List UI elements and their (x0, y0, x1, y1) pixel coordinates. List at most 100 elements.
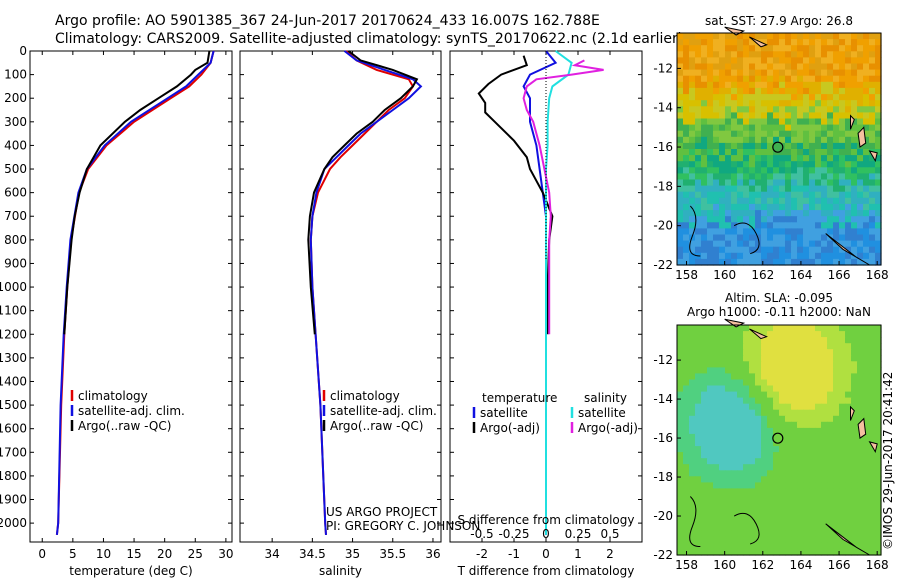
sst-map-cell (689, 240, 696, 248)
sla-map-cell (809, 343, 816, 350)
sla-map-cell (719, 548, 726, 556)
sst-map-cell (791, 112, 798, 120)
sst-map-cell (761, 234, 768, 242)
sst-map-cell (773, 94, 780, 101)
sla-map-cell (737, 355, 744, 362)
sst-map-cell (731, 161, 738, 168)
sla-map-cell (863, 373, 870, 381)
sst-map-cell (677, 45, 684, 52)
sla-map-cell (737, 421, 744, 429)
sla-map-cell (743, 349, 750, 356)
sst-map-cell (851, 106, 858, 113)
sst-map-cell (773, 155, 780, 162)
sla-map-cell (797, 464, 804, 471)
sst-map-cell (701, 33, 708, 40)
sla-map-cell (875, 355, 882, 362)
sla-map-cell (737, 476, 744, 483)
sla-map-cell (785, 506, 792, 514)
sla-map-cell (707, 518, 714, 526)
sst-map-cell (827, 222, 834, 229)
sla-map-cell (707, 433, 714, 441)
sst-map-cell (737, 240, 744, 248)
sla-map-cell (707, 337, 714, 344)
sst-map-cell (761, 210, 768, 217)
sst-map-cell (809, 252, 816, 260)
sst-map-cell (713, 228, 720, 236)
sla-map-cell (839, 482, 846, 490)
sst-map-cell (785, 240, 792, 248)
sla-map-cell (857, 337, 864, 344)
sla-map-cell (725, 433, 732, 441)
sst-map-cell (863, 216, 870, 223)
sst-map-cell (821, 51, 828, 58)
sst-map-cell (761, 173, 768, 181)
sla-map-cell (821, 542, 828, 550)
sst-map-cell (845, 179, 852, 187)
sla-map-cell (755, 379, 762, 387)
sst-map-cell (779, 252, 786, 260)
sst-map-cell (749, 63, 756, 71)
sst-map-cell (761, 222, 768, 229)
sla-map-cell (689, 488, 696, 496)
sla-map-cell (833, 530, 840, 538)
sla-map-cell (767, 385, 774, 393)
sla-map-cell (683, 337, 690, 344)
sla-map-cell (833, 403, 840, 411)
sla-map-cell (743, 421, 750, 429)
sst-map-cell (677, 210, 684, 217)
sla-map-cell (851, 458, 858, 465)
sla-map-cell (845, 433, 852, 441)
sla-map-cell (719, 367, 726, 375)
sst-map-cell (791, 191, 798, 199)
sst-map-cell (845, 222, 852, 229)
sst-map-cell (707, 246, 714, 254)
sst-map-cell (731, 136, 738, 144)
sst-map-cell (677, 252, 684, 260)
sst-map-cell (833, 252, 840, 260)
sst-map-cell (689, 203, 696, 211)
sla-map-cell (839, 446, 846, 453)
sla-map-ytick-label: -12 (653, 353, 673, 367)
sst-map-cell (785, 112, 792, 120)
sla-map-cell (761, 482, 768, 490)
sst-map-cell (767, 33, 774, 40)
sst-map-cell (755, 51, 762, 58)
sla-map-title: Altim. SLA: -0.095 (725, 291, 833, 305)
salinity-legend-label: satellite-adj. clim. (330, 404, 437, 418)
sla-map-cell (725, 397, 732, 405)
sst-map-cell (815, 185, 822, 193)
sst-map-frame (676, 32, 882, 266)
sst-map-cell (707, 210, 714, 217)
sst-map-cell (839, 210, 846, 217)
sst-map-cell (803, 63, 810, 71)
sst-map-cell (821, 75, 828, 83)
sla-map-cell (803, 452, 810, 459)
sst-map-cell (791, 124, 798, 132)
sla-map-cell (857, 343, 864, 350)
sst-map-cell (677, 179, 684, 187)
sst-map-cell (737, 51, 744, 58)
sla-map-cell (713, 397, 720, 405)
sla-map-cell (863, 337, 870, 344)
sla-map-cell (761, 458, 768, 465)
sst-map-cell (863, 203, 870, 211)
sla-map-cell (785, 337, 792, 344)
sla-map-cell (677, 415, 684, 423)
sla-map-cell (689, 337, 696, 344)
sla-map-cell (677, 518, 684, 526)
sst-map-cell (761, 57, 768, 65)
sla-map-cell (707, 506, 714, 514)
sla-map-cell (773, 403, 780, 411)
sst-map-cell (737, 197, 744, 205)
sla-map-cell (689, 440, 696, 447)
sla-map-cell (791, 373, 798, 381)
sst-map-cell (689, 118, 696, 126)
sst-map-cell (719, 57, 726, 65)
sst-map-cell (815, 252, 822, 260)
sla-map-cell (713, 355, 720, 362)
sst-map-cell (701, 258, 708, 266)
sla-map-cell (851, 452, 858, 459)
sla-map-cell (827, 391, 834, 399)
sla-map-cell (761, 337, 768, 344)
sla-map-cell (815, 355, 822, 362)
